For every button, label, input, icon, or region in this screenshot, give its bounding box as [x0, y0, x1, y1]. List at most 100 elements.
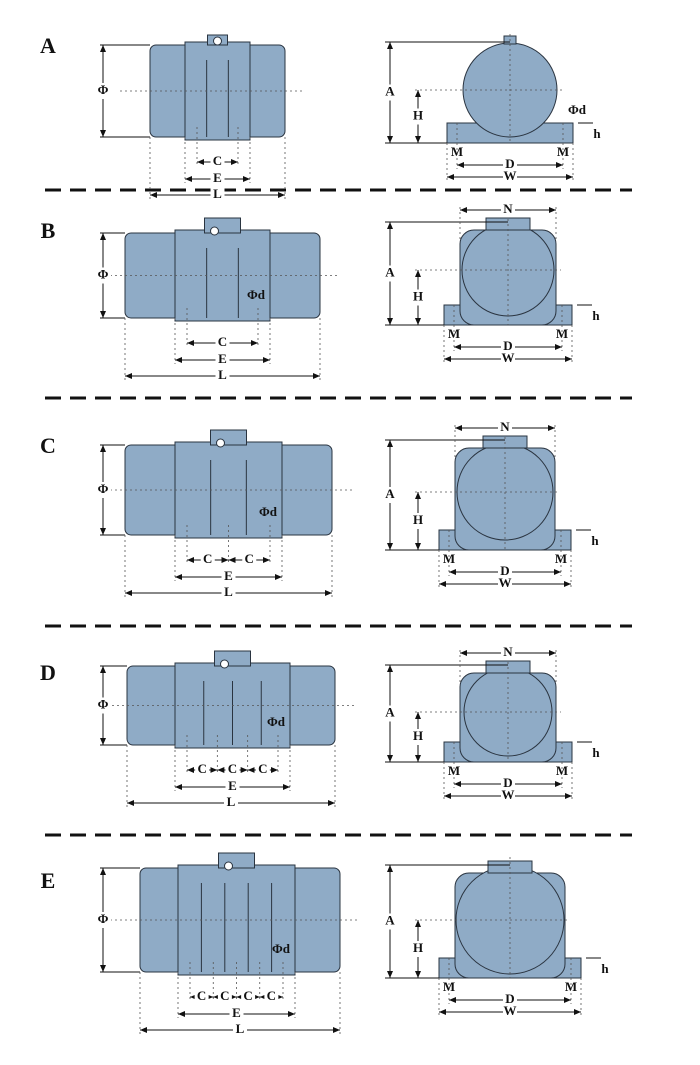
- side-view: Φ CEL: [95, 34, 305, 202]
- phi-label: Φ: [98, 82, 109, 97]
- c-label: C: [197, 988, 206, 1003]
- label-background: [264, 990, 279, 1004]
- phi-d-label: Φd: [247, 287, 266, 302]
- label-background: [501, 352, 515, 366]
- d-label: D: [505, 156, 514, 171]
- label-background: [233, 1023, 247, 1037]
- c-label: C: [243, 988, 252, 1003]
- h-label: H: [413, 512, 423, 527]
- phi-label: Φ: [98, 696, 109, 711]
- e-label: E: [232, 1005, 241, 1020]
- label-background: [195, 763, 210, 777]
- label-background: [241, 990, 256, 1004]
- e-label: E: [218, 351, 227, 366]
- label-background: [194, 990, 209, 1004]
- label-background: [501, 777, 515, 791]
- label-background: [95, 697, 111, 714]
- terminal-box: [210, 429, 247, 446]
- label-background: [95, 83, 111, 99]
- section-letter: A: [40, 33, 56, 58]
- label-background: [95, 267, 111, 284]
- phi-label: Φ: [98, 266, 109, 281]
- w-label: W: [504, 1003, 517, 1018]
- d-label: D: [505, 991, 514, 1006]
- c-label: C: [213, 153, 222, 168]
- label-background: [498, 421, 512, 435]
- m-label-left: M: [448, 326, 460, 341]
- h-label: H: [413, 728, 423, 743]
- a-label: A: [385, 486, 395, 501]
- phi-label: Φ: [98, 481, 109, 496]
- a-label: A: [385, 83, 395, 98]
- m-label-right: M: [556, 763, 568, 778]
- label-background: [210, 188, 225, 202]
- c-label: C: [203, 551, 212, 566]
- label-background: [501, 340, 515, 354]
- m-label-left: M: [443, 551, 455, 566]
- label-background: [498, 565, 512, 579]
- lifting-eye: [210, 226, 219, 236]
- d-label: D: [503, 775, 512, 790]
- terminal-box: [218, 852, 255, 869]
- e-label: E: [213, 170, 222, 185]
- n-label: N: [503, 644, 513, 659]
- label-background: [255, 763, 270, 777]
- label-background: [411, 108, 425, 125]
- c-label: C: [245, 551, 254, 566]
- c-label: C: [218, 334, 227, 349]
- section-letter: B: [41, 218, 56, 243]
- l-label: L: [224, 584, 233, 599]
- h-label: H: [413, 288, 423, 303]
- section-a: A Φ CEL A H M M DWh Φd: [40, 33, 601, 202]
- small-h-label: h: [593, 126, 601, 141]
- label-background: [501, 646, 515, 660]
- h-label: H: [413, 107, 423, 122]
- phi-d-label: Φd: [267, 714, 286, 729]
- small-h-label: h: [601, 961, 609, 976]
- label-background: [224, 796, 238, 810]
- label-background: [383, 84, 397, 101]
- label-background: [215, 336, 230, 350]
- label-background: [242, 553, 257, 567]
- label-background: [383, 265, 397, 282]
- label-background: [221, 570, 236, 584]
- label-background: [383, 487, 397, 503]
- w-label: W: [504, 168, 517, 183]
- n-label: N: [500, 419, 510, 434]
- section-letter: C: [40, 433, 56, 458]
- c-label: C: [197, 761, 206, 776]
- m-label-left: M: [443, 979, 455, 994]
- small-h-label: h: [592, 745, 600, 760]
- phi-label: Φ: [98, 911, 109, 926]
- section-b: B Φ CEL Φd A H M M DWh N: [41, 201, 600, 383]
- c-label: C: [228, 761, 237, 776]
- label-background: [503, 1005, 517, 1019]
- m-label-right: M: [556, 326, 568, 341]
- w-label: W: [499, 575, 512, 590]
- l-label: L: [213, 186, 222, 201]
- side-view: Φ CEL Φd: [95, 217, 340, 383]
- label-background: [229, 1007, 244, 1021]
- label-background: [411, 729, 425, 745]
- phi-d-label: Φd: [259, 504, 278, 519]
- small-h-label: h: [591, 533, 599, 548]
- n-label: N: [503, 201, 513, 216]
- phi-d-label: Φd: [272, 941, 291, 956]
- label-background: [501, 203, 515, 217]
- w-label: W: [502, 787, 515, 802]
- label-background: [221, 586, 236, 600]
- a-label: A: [385, 264, 395, 279]
- label-background: [210, 155, 225, 169]
- label-background: [95, 912, 111, 928]
- small-h-label: h: [592, 308, 600, 323]
- c-label: C: [220, 988, 229, 1003]
- lifting-eye: [213, 36, 222, 46]
- section-letter: D: [40, 660, 56, 685]
- l-label: L: [218, 367, 227, 382]
- d-label: D: [503, 338, 512, 353]
- label-background: [217, 990, 232, 1004]
